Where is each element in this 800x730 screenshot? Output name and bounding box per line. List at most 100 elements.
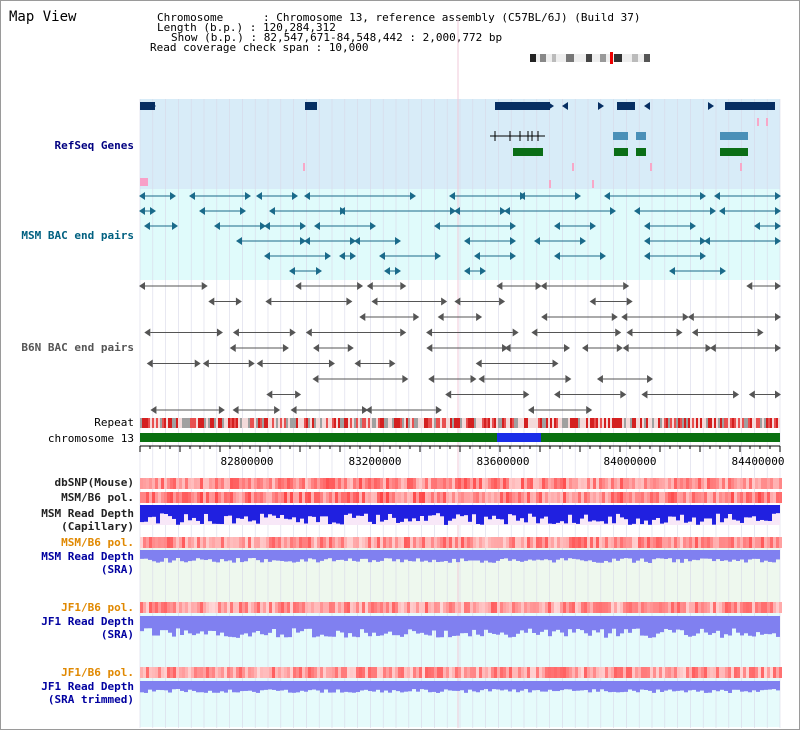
msm-bac-pair-end xyxy=(610,207,616,215)
dbsnp-mark xyxy=(260,478,263,489)
msm-sra-bar xyxy=(584,550,588,562)
msm-bac-pair-end xyxy=(464,267,470,275)
pol-mark xyxy=(341,602,344,613)
jf1-sra-bar xyxy=(720,616,724,638)
dbsnp-mark xyxy=(230,478,233,489)
pol-mark xyxy=(164,537,167,548)
msm-depth-bar xyxy=(732,505,736,520)
pol-mark xyxy=(170,492,173,503)
dbsnp-mark xyxy=(671,478,674,489)
pol-mark xyxy=(746,537,749,548)
msm-depth-bar xyxy=(352,505,356,518)
jf1-trim-bar xyxy=(708,681,712,693)
pol-mark xyxy=(581,537,584,548)
msm-sra-bar xyxy=(516,550,520,561)
pol-mark xyxy=(407,537,410,548)
pol-mark xyxy=(548,667,551,678)
jf1-sra-bar xyxy=(684,616,688,636)
dbsnp-mark xyxy=(176,478,179,489)
b6n-bac-pair-end xyxy=(229,344,236,352)
pol-mark xyxy=(671,492,674,503)
msm-depth-bar xyxy=(432,505,436,516)
jf1-trim-bar xyxy=(196,681,200,693)
pol-mark xyxy=(602,537,605,548)
dbsnp-mark xyxy=(272,478,275,489)
msm-sra-bar xyxy=(224,550,228,562)
msm-sra-bar xyxy=(540,550,544,561)
pol-mark xyxy=(221,492,224,503)
jf1-sra-bar xyxy=(412,616,416,632)
msm-sra-bar xyxy=(708,550,712,559)
pol-mark xyxy=(575,492,578,503)
msm-sra-bar xyxy=(620,550,624,559)
jf1-trim-bar xyxy=(452,681,456,691)
repeat-mark xyxy=(612,418,614,428)
jf1-sra-bar xyxy=(436,616,440,638)
dbsnp-mark xyxy=(731,478,734,489)
dbsnp-mark xyxy=(170,478,173,489)
track-label-chromosome: chromosome 13 xyxy=(47,432,134,445)
pol-mark xyxy=(635,602,638,613)
pol-mark xyxy=(203,667,206,678)
dbsnp-mark xyxy=(425,478,428,489)
track-label-dbsnp: dbSNP(Mouse) xyxy=(54,476,134,489)
dbsnp-mark xyxy=(434,478,437,489)
pol-mark xyxy=(629,492,632,503)
msm-sra-bar xyxy=(372,550,376,561)
pol-mark xyxy=(623,492,626,503)
jf1-sra-bar xyxy=(452,616,456,636)
pol-mark xyxy=(617,667,620,678)
dbsnp-mark xyxy=(407,478,410,489)
pol-mark xyxy=(326,602,329,613)
repeat-mark xyxy=(524,418,526,428)
pol-mark xyxy=(455,492,458,503)
b6n-bac-pair-end xyxy=(201,282,208,290)
msm-sra-bar xyxy=(412,550,416,562)
jf1-sra-bar xyxy=(704,616,708,633)
jf1-sra-bar xyxy=(296,616,300,633)
jf1-sra-bar xyxy=(676,616,680,630)
jf1-sra-bar xyxy=(560,616,564,633)
jf1-sra-bar xyxy=(660,616,664,633)
pol-mark xyxy=(287,602,290,613)
pol-mark xyxy=(674,667,677,678)
dbsnp-mark xyxy=(239,478,242,489)
pol-mark xyxy=(635,492,638,503)
pol-mark xyxy=(317,492,320,503)
msm-sra-bar xyxy=(504,550,508,559)
msm-sra-bar xyxy=(256,550,260,561)
pol-mark xyxy=(764,537,767,548)
msm-bac-pair-end xyxy=(410,192,416,200)
pol-mark xyxy=(578,537,581,548)
pol-mark xyxy=(548,492,551,503)
pol-mark xyxy=(716,537,719,548)
pol-mark xyxy=(365,492,368,503)
pol-mark xyxy=(719,537,722,548)
msm-bac-pair-end xyxy=(139,207,145,215)
msm-sra-bar xyxy=(692,550,696,560)
pol-mark xyxy=(476,537,479,548)
b6n-bac-pair-end xyxy=(400,328,407,337)
pol-mark xyxy=(449,537,452,548)
msm-bac-pair-end xyxy=(720,267,726,275)
dbsnp-mark xyxy=(440,478,443,489)
msm-depth-bar xyxy=(772,505,776,514)
pol-mark xyxy=(395,667,398,678)
pol-mark xyxy=(569,602,572,613)
pol-mark xyxy=(392,537,395,548)
pol-mark xyxy=(617,537,620,548)
pol-mark xyxy=(779,602,782,613)
msm-depth-bar xyxy=(380,505,384,522)
pol-mark xyxy=(578,492,581,503)
jf1-sra-bar xyxy=(516,616,520,634)
jf1-trim-bar xyxy=(256,681,260,693)
pol-mark xyxy=(191,602,194,613)
jf1-sra-bar xyxy=(552,616,556,632)
pol-mark xyxy=(176,537,179,548)
pol-mark xyxy=(176,667,179,678)
msm-depth-bar xyxy=(264,505,268,518)
pol-mark xyxy=(320,602,323,613)
pol-mark xyxy=(428,667,431,678)
dbsnp-mark xyxy=(509,478,512,489)
